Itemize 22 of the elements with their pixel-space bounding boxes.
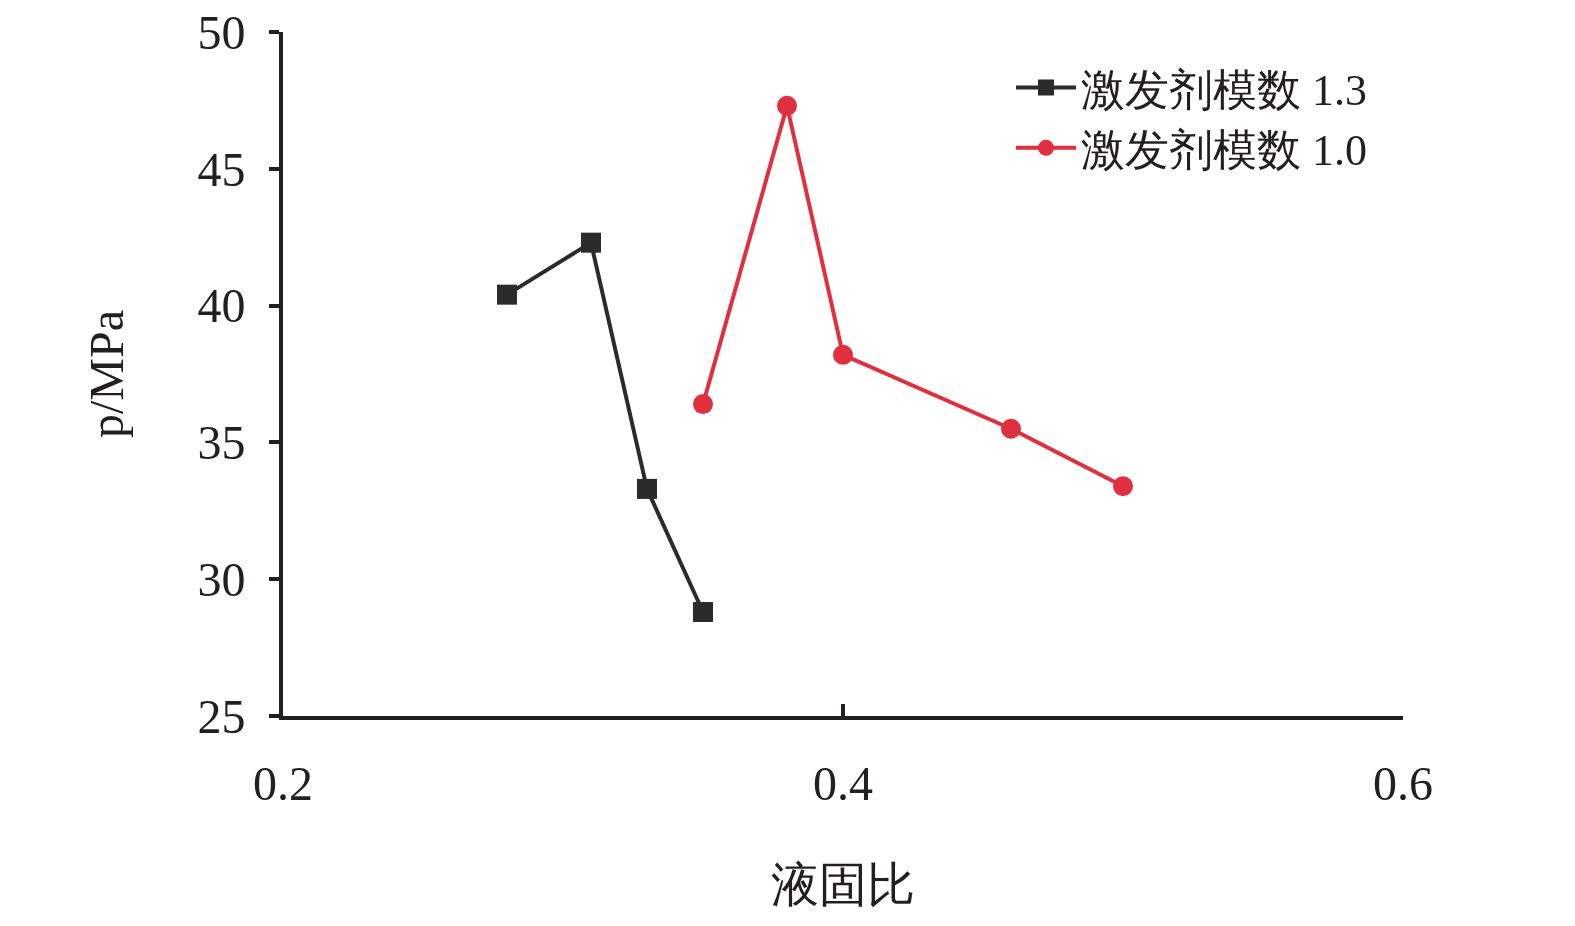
point (581, 232, 601, 253)
y-tick-label: 30 (197, 553, 246, 606)
x-tick-label: 0.2 (253, 756, 313, 810)
point (833, 344, 853, 365)
point (693, 394, 713, 415)
y-tick-label: 25 (197, 689, 246, 743)
point (1001, 418, 1021, 439)
y-tick-label: 45 (197, 142, 246, 196)
y-tick-label: 35 (197, 416, 246, 470)
legend-label: 激发剂模数 1.3 (1081, 65, 1367, 115)
x-tick-label: 0.4 (813, 756, 873, 810)
point (693, 602, 713, 623)
point (637, 478, 657, 499)
point (777, 95, 797, 116)
y-tick-label: 40 (197, 279, 246, 333)
point (497, 284, 517, 305)
y-axis-title: p/MPa (79, 309, 133, 439)
point (1113, 476, 1133, 497)
x-axis-title: 液固比 (771, 858, 915, 912)
legend-label: 激发剂模数 1.0 (1081, 125, 1367, 175)
y-tick-label: 50 (197, 5, 246, 59)
x-tick-label: 0.6 (1373, 756, 1433, 810)
